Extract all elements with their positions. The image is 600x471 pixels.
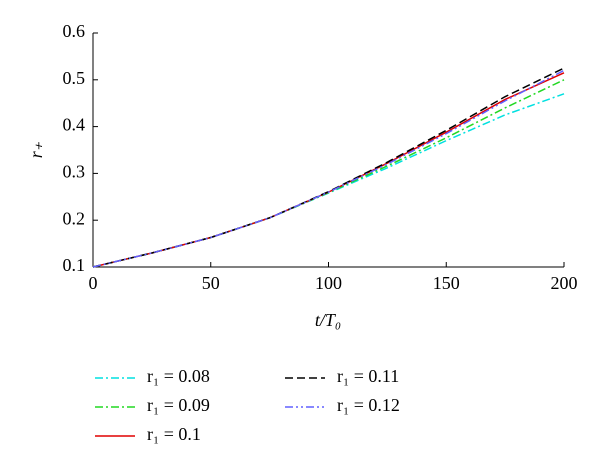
x-tick-label: 100 [315, 273, 342, 293]
x-axis-label: t/T₀ [315, 310, 341, 330]
y-axis-label: r₊ [26, 141, 46, 158]
legend-label: r₁ = 0.1 [147, 424, 201, 444]
x-tick-label: 150 [433, 273, 460, 293]
y-tick-label: 0.2 [63, 208, 86, 228]
legend-label: r₁ = 0.12 [337, 395, 400, 415]
x-tick-label: 0 [89, 273, 98, 293]
y-tick-label: 0.4 [63, 115, 86, 135]
y-tick-label: 0.5 [63, 68, 86, 88]
y-tick-label: 0.6 [63, 21, 86, 41]
series-line [92, 72, 565, 268]
series-line [92, 93, 565, 268]
y-tick-label: 0.1 [63, 255, 86, 275]
x-tick-label: 50 [202, 273, 220, 293]
y-tick-label: 0.3 [63, 162, 86, 182]
legend-label: r₁ = 0.08 [147, 366, 210, 386]
series-line [92, 69, 565, 268]
x-tick-label: 200 [551, 273, 578, 293]
legend-label: r₁ = 0.09 [147, 395, 210, 415]
series-line [92, 67, 565, 268]
legend-label: r₁ = 0.11 [337, 366, 399, 386]
